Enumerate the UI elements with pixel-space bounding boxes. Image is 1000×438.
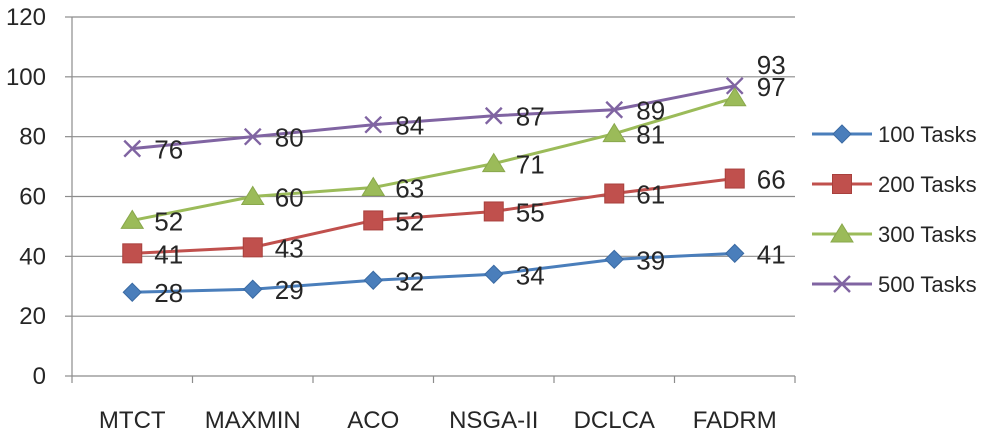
data-label: 66 [757,165,786,195]
data-point-marker [725,76,744,95]
legend: 100 Tasks 200 Tasks 300 Tasks 500 Tasks [812,122,977,297]
legend-label: 500 Tasks [878,272,977,297]
data-label: 80 [275,123,304,153]
data-label: 97 [757,72,786,102]
axes: 0 20 40 60 80 100 120 MTCT MAXMIN ACO NSGA-II DCLCA… [6,4,796,434]
data-label: 29 [275,275,304,305]
data-label: 39 [636,245,665,275]
data-label: 32 [395,266,424,296]
data-label: 41 [757,239,786,269]
x-tick-label: MTCT [99,407,166,434]
data-label: 63 [395,174,424,204]
y-tick-label: 40 [19,243,46,270]
legend-label: 200 Tasks [878,172,977,197]
y-tick-label: 20 [19,303,46,330]
y-tick-label: 60 [19,184,46,211]
legend-marker [832,174,852,194]
data-point-marker [243,279,263,299]
data-point-marker [363,270,383,290]
data-point-marker [242,237,263,258]
data-point-marker [123,139,142,158]
data-point-marker [243,127,262,146]
data-point-marker [605,100,624,119]
series-line-200-tasks [132,177,735,255]
series-line-300-tasks [131,96,736,222]
y-tick-label: 120 [6,4,46,31]
y-tick-label: 80 [19,124,46,151]
y-tick-label: 0 [33,363,46,390]
data-label: 41 [154,239,183,269]
data-label: 52 [154,206,183,236]
data-point-marker [483,201,504,222]
data-label: 87 [516,102,545,132]
data-label: 89 [636,96,665,126]
legend-marker [830,223,854,243]
data-label: 93 [757,50,786,80]
data-point-marker [122,282,142,302]
gridlines [72,16,795,317]
data-label: 61 [636,180,665,210]
data-point-marker [484,106,503,125]
legend-label: 100 Tasks [878,122,977,147]
x-tick-label: ACO [347,407,399,434]
x-tick-label: NSGA-II [449,407,538,434]
data-label: 81 [636,120,665,150]
series-line-100-tasks [132,251,735,294]
x-tick-label: FADRM [693,407,777,434]
data-label: 84 [395,111,424,141]
data-point-marker [481,152,506,173]
data-labels: 28 29 32 34 39 41 41 43 52 55 61 66 52 60 63 71 81 93 76 80… [154,50,785,308]
data-label: 71 [516,150,545,180]
data-label: 52 [395,206,424,236]
legend-marker [833,275,851,293]
x-tick-label: DCLCA [574,407,655,434]
data-point-marker [122,243,143,264]
data-point-marker [240,185,265,205]
data-point-marker [602,122,627,143]
data-label: 43 [275,233,304,263]
data-point-marker [361,176,386,197]
data-label: 28 [154,278,183,308]
x-tick-label: MAXMIN [205,407,301,434]
data-label: 76 [154,135,183,165]
data-point-marker [604,183,625,204]
data-point-marker [722,86,747,107]
y-tick-label: 100 [6,64,46,91]
data-label: 60 [275,183,304,213]
series-group [120,76,747,302]
data-label: 34 [516,260,545,290]
data-point-marker [484,264,504,284]
series-line-500-tasks [132,84,736,151]
data-point-marker [363,210,384,231]
data-point-marker [724,168,745,189]
data-point-marker [120,209,145,229]
data-point-marker [364,115,383,134]
legend-label: 300 Tasks [878,222,977,247]
data-point-marker [725,243,745,264]
data-label: 55 [516,197,545,227]
legend-marker [832,124,852,144]
data-point-marker [604,249,624,270]
